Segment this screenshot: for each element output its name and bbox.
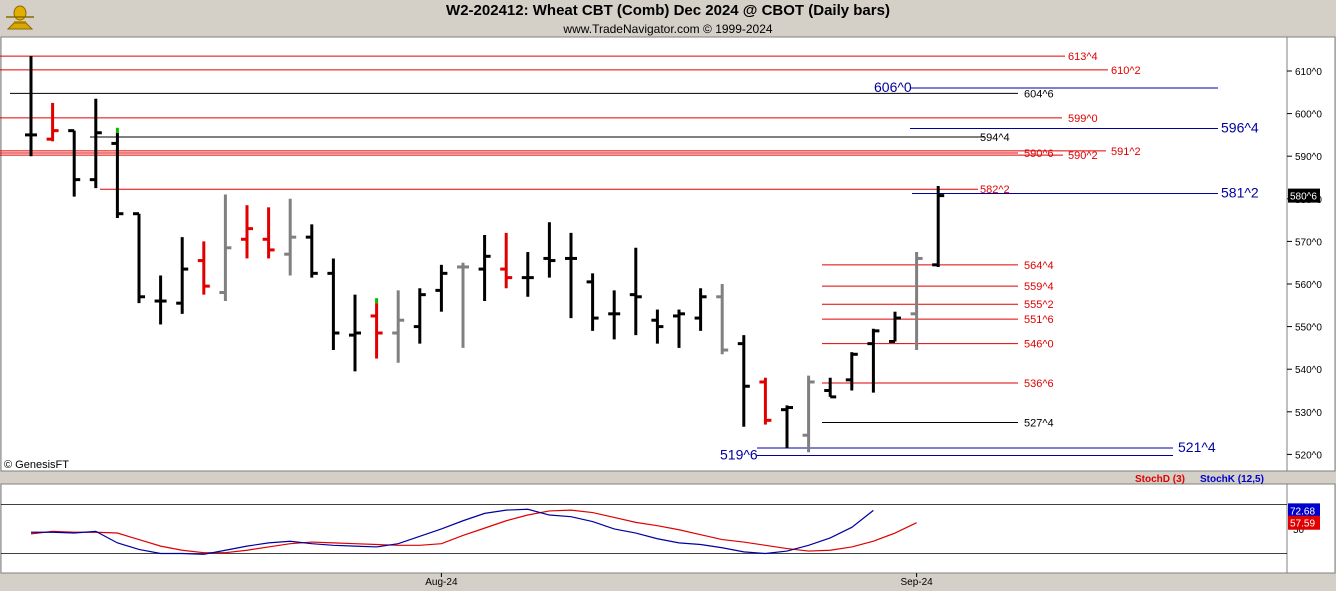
level-label: 594^4 [980, 132, 1010, 144]
y-tick-label: 610^0 [1295, 67, 1322, 78]
level-label: 590^6 [1024, 148, 1054, 160]
y-tick-label: 520^0 [1295, 450, 1322, 461]
level-label: 596^4 [1221, 120, 1259, 136]
level-label: 527^4 [1024, 417, 1054, 429]
level-label: 591^2 [1111, 146, 1141, 158]
level-label: 599^0 [1068, 113, 1098, 125]
level-label: 546^0 [1024, 339, 1054, 351]
y-tick-label: 570^0 [1295, 237, 1322, 248]
level-label: 564^4 [1024, 260, 1054, 272]
y-tick-label: 530^0 [1295, 408, 1322, 419]
price-axis [1286, 36, 1336, 472]
stochd-last-box [1288, 515, 1320, 530]
chart-subtitle: www.TradeNavigator.com © 1999-2024 [563, 22, 773, 36]
level-label: 590^2 [1068, 150, 1098, 162]
gold-trophy-icon [4, 3, 36, 33]
y-tick-label: 600^0 [1295, 110, 1322, 121]
stochk-last-label: 72.68 [1290, 506, 1315, 517]
stochd-last-label: 57.59 [1290, 519, 1315, 530]
level-label: 610^2 [1111, 65, 1141, 77]
legend-entry: StochD (3) [1135, 474, 1185, 485]
level-label: 555^2 [1024, 299, 1054, 311]
level-label: 613^4 [1068, 51, 1098, 63]
last-price-box [1288, 188, 1320, 203]
level-label: 536^6 [1024, 378, 1054, 390]
oscillator-panel [0, 483, 1288, 574]
price-panel [0, 36, 1288, 472]
x-tick-label: Aug-24 [425, 577, 458, 588]
legend-entry: StochK (12,5) [1200, 474, 1264, 485]
y-tick-label: 540^0 [1295, 365, 1322, 376]
level-label: 604^6 [1024, 88, 1054, 100]
copyright-label: © GenesisFT [4, 459, 69, 471]
y-tick-label: 550^0 [1295, 323, 1322, 334]
level-label: 519^6 [720, 446, 758, 462]
stochk-last-box [1288, 503, 1320, 518]
stoch-line [31, 508, 874, 555]
chart-title: W2-202412: Wheat CBT (Comb) Dec 2024 @ C… [446, 2, 890, 19]
y-tick-label: 50 [1293, 525, 1305, 536]
last-price-label: 580^6 [1290, 192, 1317, 203]
y-tick-label: 560^0 [1295, 280, 1322, 291]
x-tick-label: Sep-24 [900, 577, 933, 588]
level-label: 581^2 [1221, 184, 1259, 200]
level-label: 551^6 [1024, 314, 1054, 326]
stoch-line [30, 509, 917, 554]
level-label: 559^4 [1024, 281, 1054, 293]
y-tick-label: 590^0 [1295, 152, 1322, 163]
level-label: 521^4 [1178, 439, 1216, 455]
level-label: 582^2 [980, 184, 1010, 196]
level-label: 606^0 [874, 79, 912, 95]
